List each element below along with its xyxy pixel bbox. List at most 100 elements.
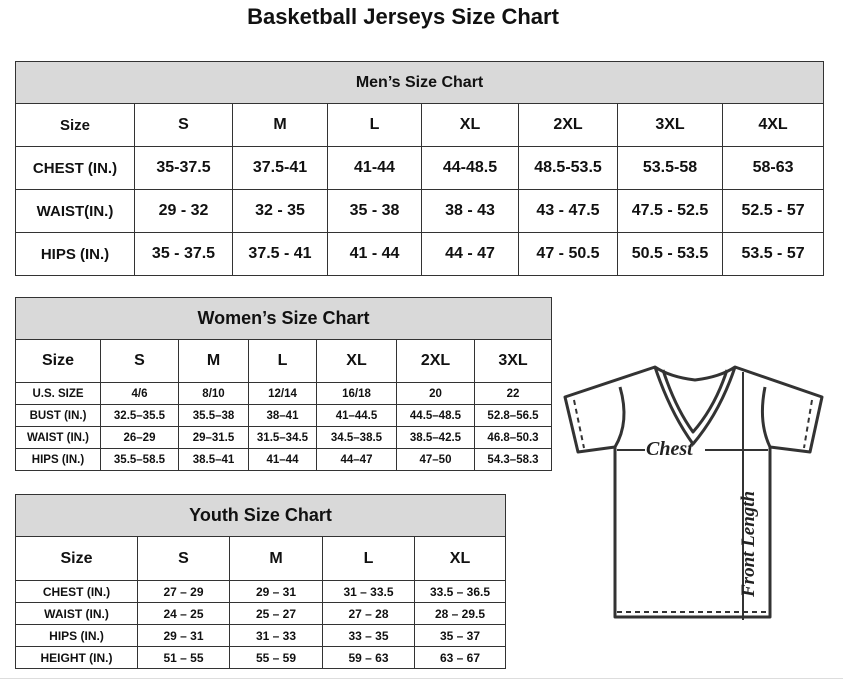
row-label: WAIST (IN.) <box>15 602 138 625</box>
row-label: BUST (IN.) <box>15 404 101 427</box>
size-column-header: S <box>134 103 233 147</box>
size-column-header: L <box>248 339 317 383</box>
size-column-header: 2XL <box>396 339 475 383</box>
table-cell: 20 <box>396 382 475 405</box>
row-label: HIPS (IN.) <box>15 232 135 276</box>
table-cell: 53.5-58 <box>617 146 723 190</box>
womens-size-table: Women’s Size Chart Size S M L XL 2XL 3XL U.S. SI… <box>14 297 553 471</box>
table-cell: 24 – 25 <box>137 602 230 625</box>
table-row: BUST (IN.) 32.5–35.5 35.5–38 38–41 41–44.5 44… <box>15 404 553 427</box>
jersey-diagram: Chest Front Length <box>563 365 824 620</box>
table-cell: 29–31.5 <box>178 426 249 449</box>
table-cell: 31 – 33 <box>229 624 323 647</box>
table-cell: 8/10 <box>178 382 249 405</box>
table-cell: 22 <box>473 382 553 405</box>
table-cell: 33.5 – 36.5 <box>413 580 507 603</box>
table-cell: 37.5-41 <box>232 146 328 190</box>
table-cell: 43 - 47.5 <box>518 189 618 233</box>
table-cell: 16/18 <box>316 382 397 405</box>
table-row: HEIGHT (IN.) 51 – 55 55 – 59 59 – 63 63 – 67 <box>15 646 507 669</box>
table-cell: 59 – 63 <box>322 646 415 669</box>
table-cell: 35 - 38 <box>327 189 422 233</box>
size-column-header: S <box>137 536 230 581</box>
table-row: CHEST (IN.) 35-37.5 37.5-41 41-44 44-48.5 48.… <box>15 146 825 190</box>
table-cell: 35.5–58.5 <box>100 448 179 471</box>
table-cell: 27 – 29 <box>137 580 230 603</box>
table-cell: 54.3–58.3 <box>473 448 553 471</box>
size-column-header: 3XL <box>617 103 723 147</box>
table-cell: 44–47 <box>316 448 397 471</box>
table-cell: 50.5 - 53.5 <box>617 232 723 276</box>
table-cell: 53.5 - 57 <box>721 232 825 276</box>
size-column-header: M <box>178 339 249 383</box>
table-cell: 63 – 67 <box>413 646 507 669</box>
table-cell: 12/14 <box>248 382 317 405</box>
table-row: CHEST (IN.) 27 – 29 29 – 31 31 – 33.5 33.5 –… <box>15 580 507 603</box>
size-column-header: L <box>322 536 415 581</box>
table-cell: 51 – 55 <box>137 646 230 669</box>
table-cell: 52.5 - 57 <box>721 189 825 233</box>
table-cell: 46.8–50.3 <box>473 426 553 449</box>
chest-label: Chest <box>646 438 694 460</box>
size-column-header: M <box>229 536 323 581</box>
table-cell: 35.5–38 <box>178 404 249 427</box>
size-column-header: XL <box>316 339 397 383</box>
table-cell: 31 – 33.5 <box>322 580 415 603</box>
table-cell: 33 – 35 <box>322 624 415 647</box>
table-cell: 58-63 <box>721 146 825 190</box>
size-header-row: Size S M L XL 2XL 3XL 4XL <box>15 103 825 147</box>
row-label: Size <box>15 536 138 581</box>
men-chart-heading: Men’s Size Chart <box>14 61 825 104</box>
row-label: WAIST(IN.) <box>15 189 135 233</box>
table-cell: 38.5–42.5 <box>396 426 475 449</box>
size-column-header: XL <box>413 536 507 581</box>
table-row: HIPS (IN.) 35.5–58.5 38.5–41 41–44 44–47 47–5… <box>15 448 553 471</box>
table-row: HIPS (IN.) 29 – 31 31 – 33 33 – 35 35 – 37 <box>15 624 507 647</box>
table-cell: 34.5–38.5 <box>316 426 397 449</box>
size-header-row: Size S M L XL <box>15 536 507 581</box>
size-column-header: XL <box>421 103 519 147</box>
size-column-header: 3XL <box>473 339 553 383</box>
size-column-header: 2XL <box>518 103 618 147</box>
row-label: HIPS (IN.) <box>15 624 138 647</box>
row-label: HIPS (IN.) <box>15 448 101 471</box>
row-label: CHEST (IN.) <box>15 146 135 190</box>
table-cell: 38–41 <box>248 404 317 427</box>
table-cell: 31.5–34.5 <box>248 426 317 449</box>
table-cell: 35 – 37 <box>413 624 507 647</box>
table-cell: 37.5 - 41 <box>232 232 328 276</box>
table-cell: 29 – 31 <box>137 624 230 647</box>
table-cell: 29 - 32 <box>134 189 233 233</box>
mens-size-table: Men’s Size Chart Size S M L XL 2XL 3XL 4XL CHEST … <box>14 61 825 276</box>
shirt-outline-icon <box>563 365 824 619</box>
table-cell: 41–44 <box>248 448 317 471</box>
size-column-header: L <box>327 103 422 147</box>
size-column-header: S <box>100 339 179 383</box>
table-row: WAIST (IN.) 26–29 29–31.5 31.5–34.5 34.5–38.… <box>15 426 553 449</box>
table-row: HIPS (IN.) 35 - 37.5 37.5 - 41 41 - 44 44 - … <box>15 232 825 276</box>
table-cell: 27 – 28 <box>322 602 415 625</box>
youth-size-table: Youth Size Chart Size S M L XL CHEST (IN.) 27 –… <box>14 494 507 669</box>
table-cell: 28 – 29.5 <box>413 602 507 625</box>
table-cell: 4/6 <box>100 382 179 405</box>
table-row: WAIST(IN.) 29 - 32 32 - 35 35 - 38 38 - 43 43… <box>15 189 825 233</box>
table-cell: 44 - 47 <box>421 232 519 276</box>
table-cell: 32.5–35.5 <box>100 404 179 427</box>
size-column-header: M <box>232 103 328 147</box>
youth-chart-heading: Youth Size Chart <box>14 494 507 537</box>
table-cell: 41–44.5 <box>316 404 397 427</box>
row-label: Size <box>15 103 135 147</box>
table-cell: 29 – 31 <box>229 580 323 603</box>
table-cell: 38 - 43 <box>421 189 519 233</box>
table-cell: 41 - 44 <box>327 232 422 276</box>
row-label: CHEST (IN.) <box>15 580 138 603</box>
table-cell: 38.5–41 <box>178 448 249 471</box>
row-label: WAIST (IN.) <box>15 426 101 449</box>
table-row: U.S. SIZE 4/6 8/10 12/14 16/18 20 22 <box>15 382 553 405</box>
table-cell: 32 - 35 <box>232 189 328 233</box>
table-cell: 25 – 27 <box>229 602 323 625</box>
size-column-header: 4XL <box>721 103 825 147</box>
table-cell: 47–50 <box>396 448 475 471</box>
table-cell: 55 – 59 <box>229 646 323 669</box>
front-length-label: Front Length <box>738 491 759 598</box>
